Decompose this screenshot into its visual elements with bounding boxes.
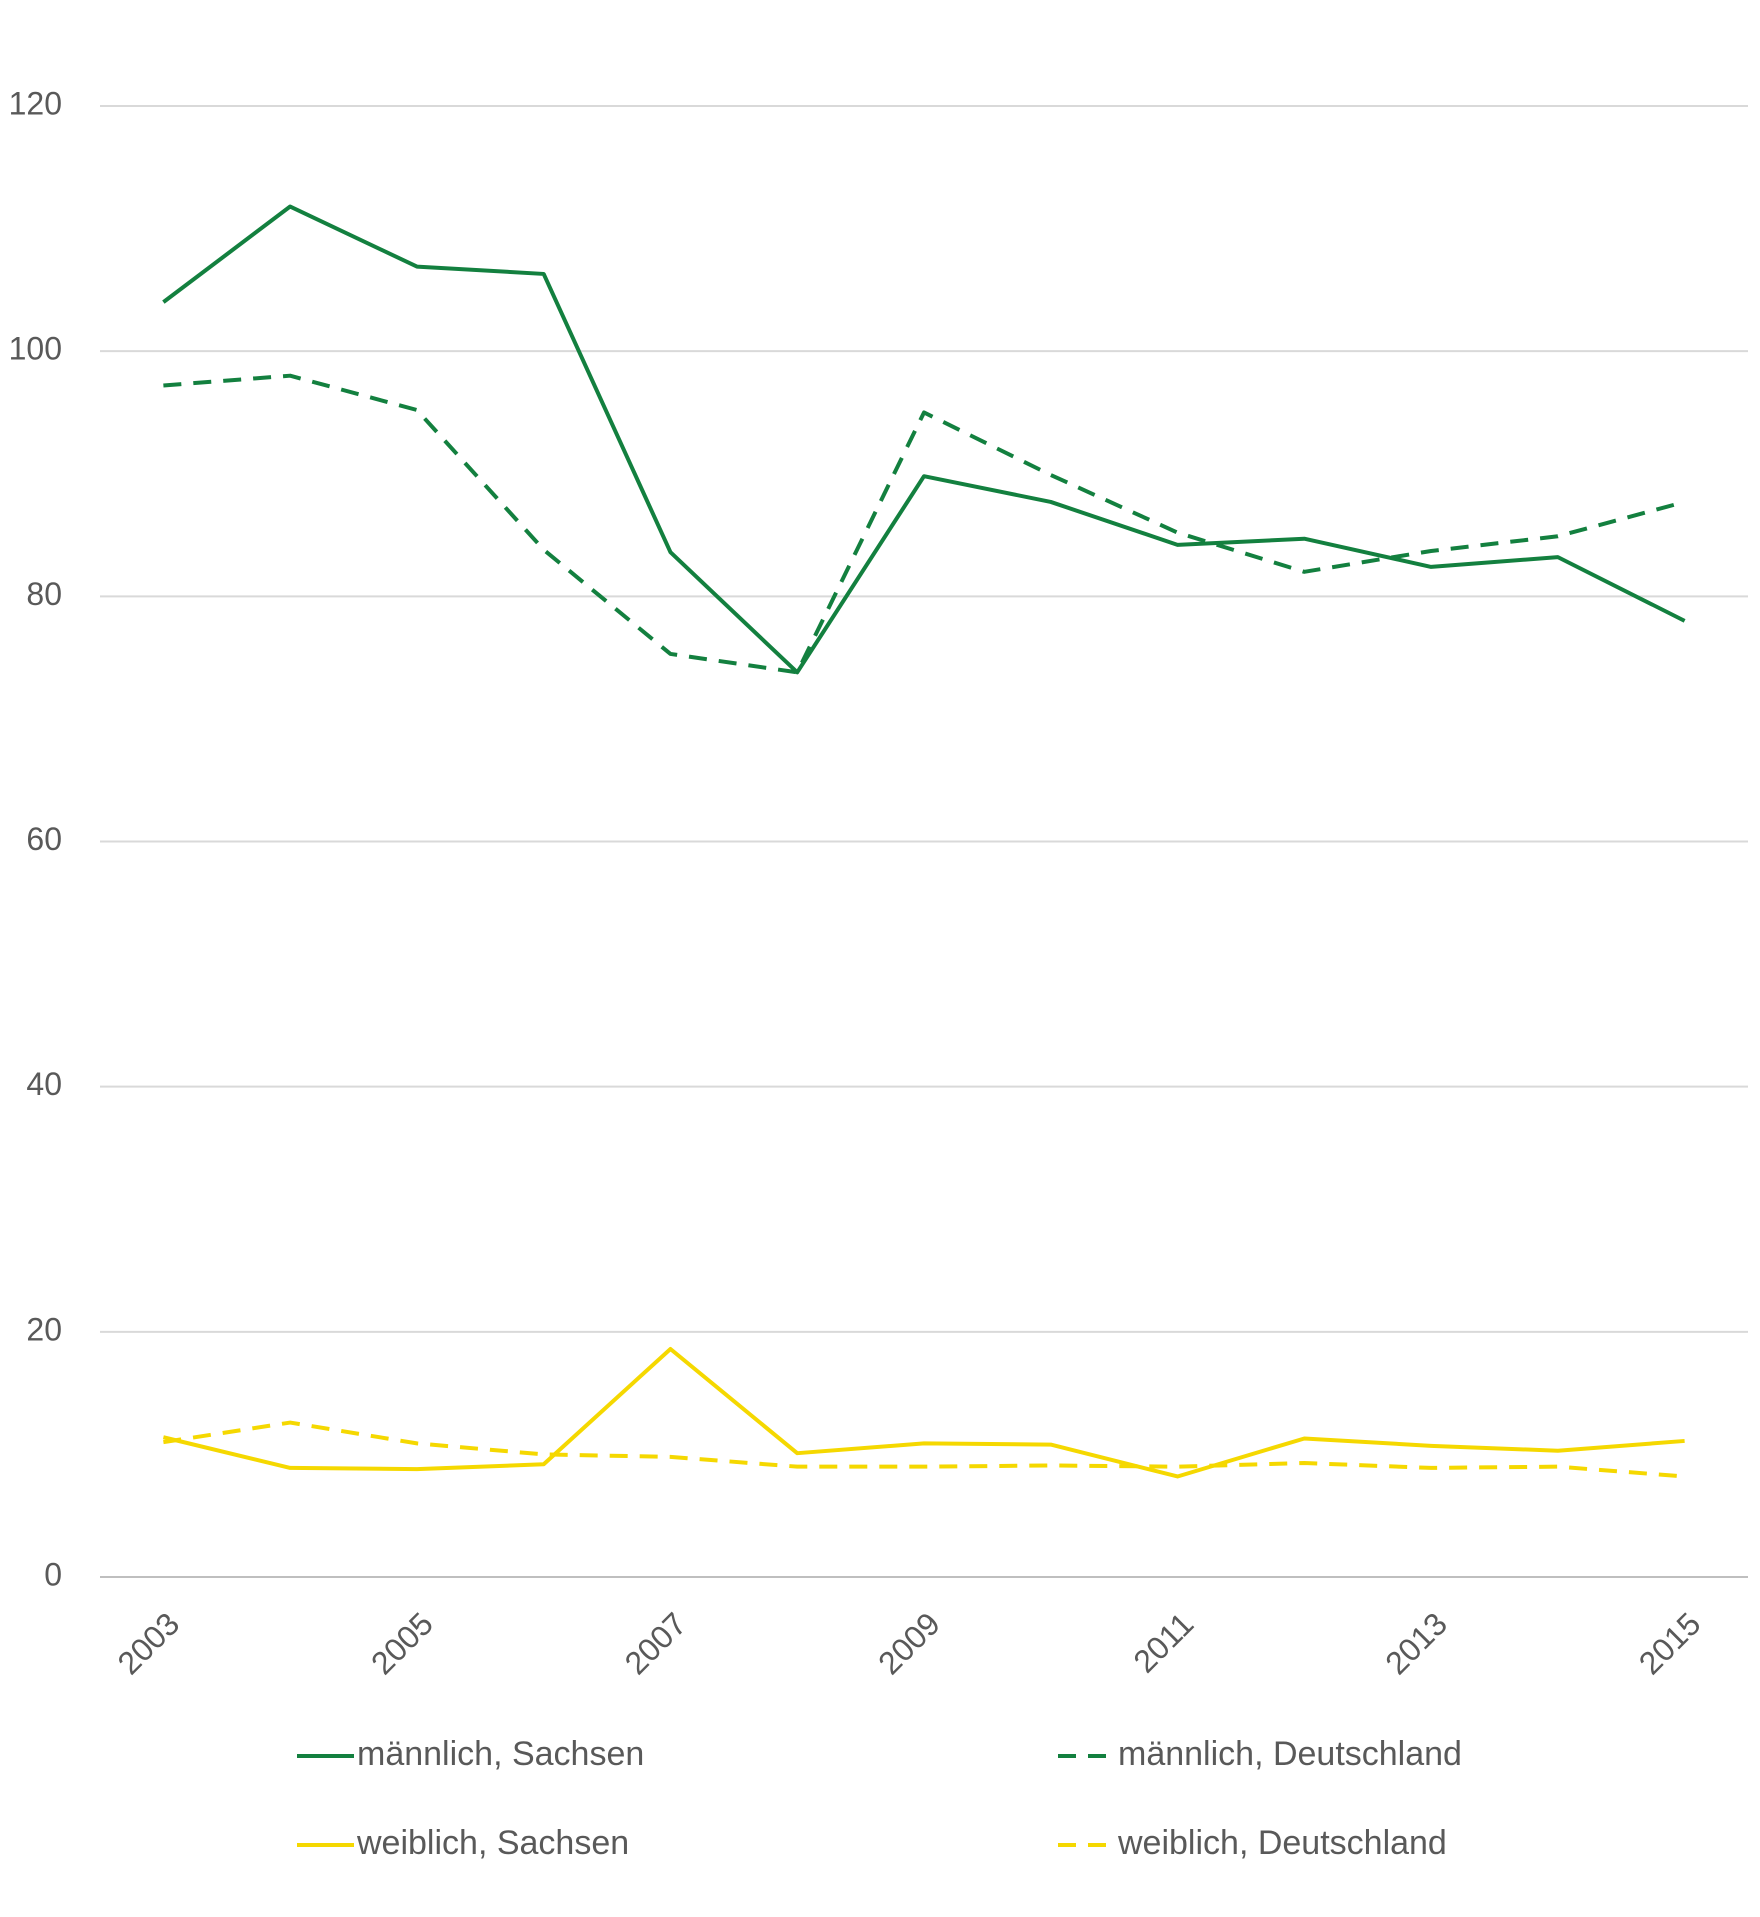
y-tick-label: 20: [26, 1311, 62, 1347]
y-tick-label: 120: [9, 85, 62, 121]
line-series: [163, 373, 1686, 675]
x-tick-label: 2011: [1126, 1605, 1200, 1679]
y-tick-label: 60: [26, 821, 62, 857]
y-tick-label: 80: [26, 576, 62, 612]
line-series: [162, 1346, 1685, 1479]
y-tick-label: 0: [44, 1556, 62, 1592]
y-tick-label: 40: [26, 1066, 62, 1102]
line-series: [162, 204, 1686, 675]
y-tick-label: 100: [9, 331, 62, 367]
line-series: [163, 1420, 1685, 1479]
x-tick-label: 2005: [364, 1605, 440, 1681]
legend-label: weiblich, Deutschland: [1117, 1824, 1447, 1862]
x-tick-label: 2007: [618, 1605, 694, 1681]
legend-label: männlich, Deutschland: [1118, 1735, 1462, 1773]
x-tick-label: 2015: [1632, 1605, 1708, 1681]
legend-label: weiblich, Sachsen: [356, 1824, 629, 1862]
x-tick-label: 2009: [871, 1605, 947, 1681]
legend-label: männlich, Sachsen: [357, 1735, 644, 1773]
x-tick-label: 2013: [1378, 1605, 1454, 1681]
x-tick-label: 2003: [111, 1605, 187, 1681]
